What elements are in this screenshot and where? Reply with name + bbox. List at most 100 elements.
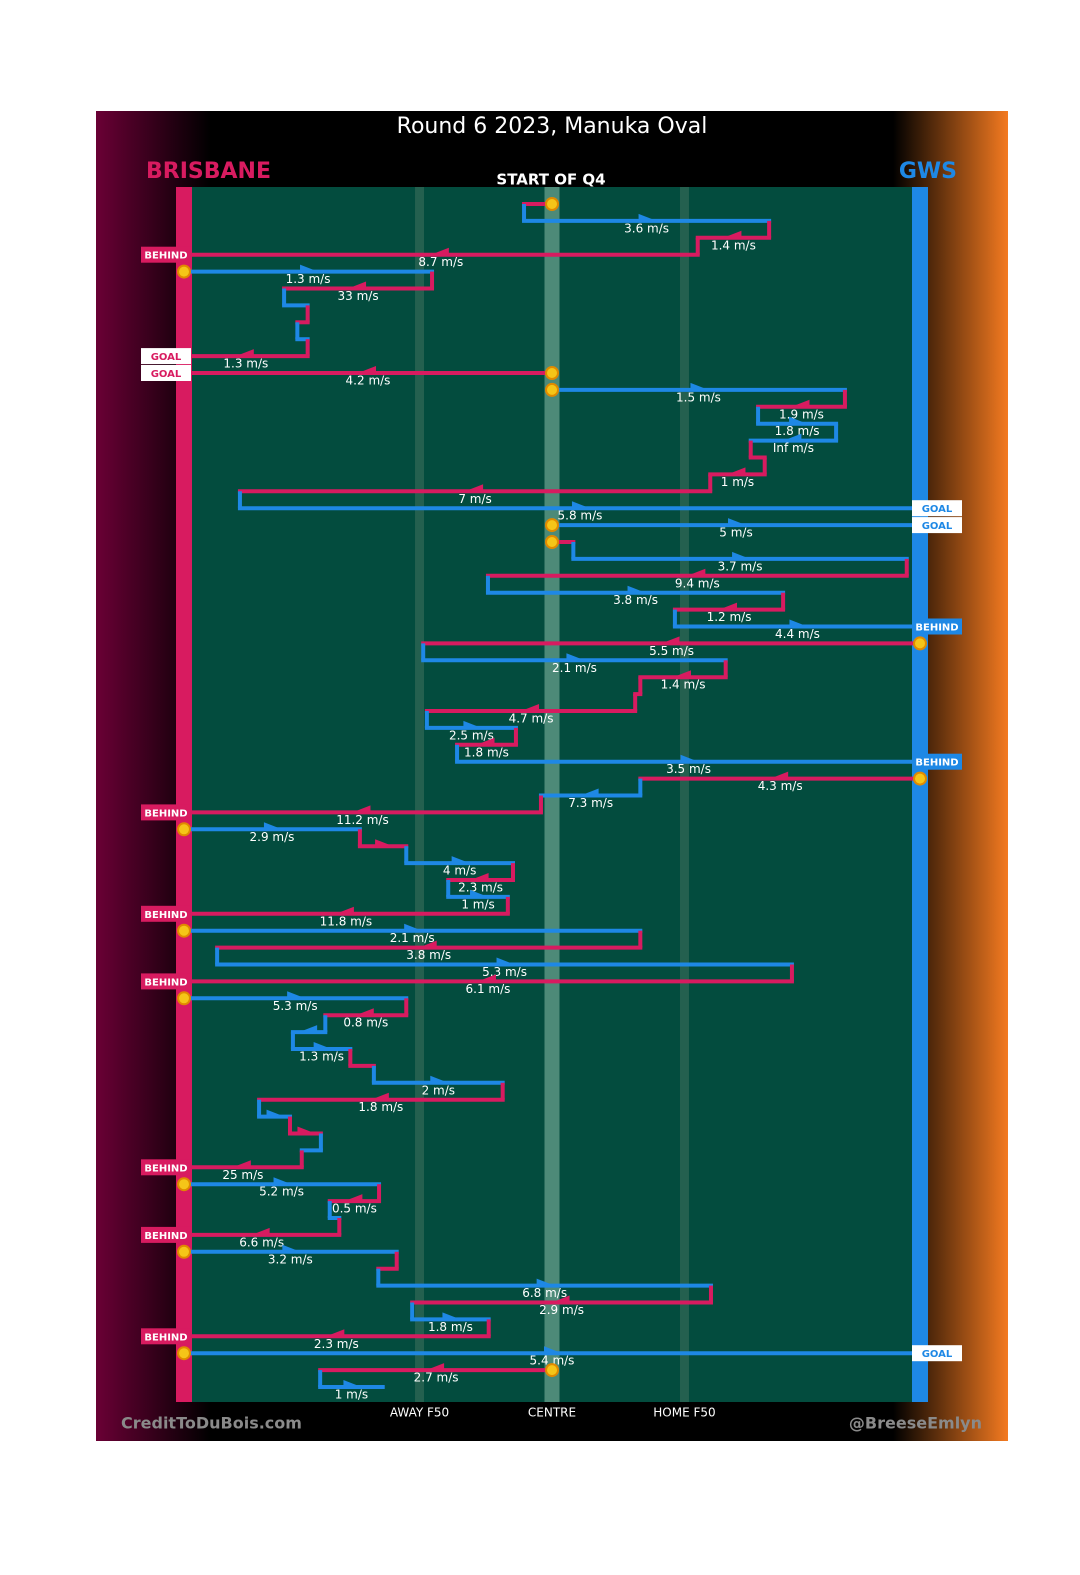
- outcome-box: [141, 1328, 191, 1345]
- outcome-label: GOAL: [922, 521, 953, 532]
- stoppage: [545, 535, 559, 549]
- speed-label: 1.8 m/s: [428, 1320, 473, 1334]
- speed-label: 5 m/s: [719, 526, 752, 540]
- outcome-label: BEHIND: [144, 977, 187, 988]
- direction-arrow: [536, 1278, 555, 1287]
- speed-label: 3.8 m/s: [406, 948, 451, 962]
- direction-arrow: [442, 1312, 461, 1321]
- direction-arrow: [358, 366, 376, 374]
- outcome-label: BEHIND: [915, 623, 958, 634]
- speed-label: 2.9 m/s: [539, 1303, 584, 1317]
- chart-layer: AWAY F50 CENTRE HOME F50 3.6 m/s 1.4 m/s 8.7 …: [141, 187, 962, 1420]
- speed-label: 6.8 m/s: [522, 1286, 567, 1300]
- speed-label: 1 m/s: [461, 897, 494, 911]
- speed-label: 7.3 m/s: [568, 796, 613, 810]
- direction-arrow: [791, 399, 810, 408]
- stoppage: [177, 1244, 191, 1259]
- outcome-label: BEHIND: [144, 1332, 187, 1343]
- home-post: [176, 187, 192, 1402]
- speed-label: 4.7 m/s: [509, 712, 554, 726]
- stoppage: [913, 636, 927, 651]
- speed-label: 2.5 m/s: [449, 728, 494, 742]
- direction-arrow: [463, 720, 482, 729]
- direction-arrow: [282, 1244, 301, 1253]
- away-post: [912, 187, 928, 1402]
- speed-label: Inf m/s: [773, 441, 814, 455]
- speed-label: 5.8 m/s: [558, 509, 603, 523]
- speed-label: 3.7 m/s: [718, 559, 763, 573]
- outcome-box: [141, 348, 191, 365]
- direction-arrow: [404, 923, 423, 932]
- direction-arrow: [355, 1008, 374, 1017]
- speed-label: 5.5 m/s: [649, 644, 694, 658]
- speed-label: 2.1 m/s: [390, 931, 435, 945]
- field-line: [679, 187, 689, 1402]
- subtitle: START OF Q4: [496, 171, 605, 189]
- speed-label: 5.3 m/s: [273, 999, 318, 1013]
- direction-arrow: [789, 619, 808, 628]
- direction-arrow: [690, 382, 709, 391]
- direction-arrow: [544, 1346, 562, 1355]
- speed-label: 2.9 m/s: [250, 830, 295, 844]
- direction-arrow: [352, 805, 371, 814]
- speed-label: 1.3 m/s: [223, 357, 268, 371]
- direction-arrow: [418, 940, 437, 949]
- stoppage: [177, 923, 191, 938]
- direction-arrow: [235, 349, 254, 358]
- speed-label: 6.1 m/s: [466, 982, 511, 996]
- x-tick-label: HOME F50: [653, 1406, 715, 1420]
- outcome-label: GOAL: [922, 504, 953, 515]
- outcome-label: BEHIND: [144, 1163, 187, 1174]
- outcome-box: [912, 753, 962, 770]
- direction-arrow: [551, 1295, 570, 1304]
- speed-label: 1 m/s: [335, 1388, 368, 1402]
- outcome-label: BEHIND: [144, 1231, 187, 1242]
- outcome-box: [141, 246, 191, 263]
- x-tick-label: CENTRE: [528, 1406, 576, 1420]
- stoppage: [545, 366, 559, 380]
- outcome-box: [912, 618, 962, 635]
- title: Round 6 2023, Manuka Oval: [397, 114, 708, 139]
- direction-arrow: [370, 1092, 389, 1101]
- speed-label: 3.5 m/s: [666, 762, 711, 776]
- speed-label: 4.2 m/s: [346, 374, 391, 388]
- stoppage: [545, 1363, 559, 1378]
- stoppage: [913, 771, 927, 786]
- direction-arrow: [732, 551, 751, 560]
- direction-arrow: [266, 1109, 285, 1118]
- speed-label: 1.4 m/s: [711, 238, 756, 252]
- speed-label: 7 m/s: [458, 492, 491, 506]
- direction-arrow: [580, 788, 599, 797]
- direction-arrow: [287, 991, 306, 1000]
- direction-arrow: [727, 467, 746, 476]
- direction-arrow: [566, 653, 585, 662]
- speed-label: 6.6 m/s: [239, 1235, 284, 1249]
- direction-arrow: [476, 737, 495, 746]
- direction-arrow: [375, 839, 394, 848]
- speed-label: 1.9 m/s: [779, 407, 824, 421]
- direction-arrow: [263, 822, 282, 831]
- direction-arrow: [521, 704, 540, 712]
- speed-label: 3.8 m/s: [613, 593, 658, 607]
- stoppage: [177, 1177, 191, 1192]
- speed-label: 1.8 m/s: [464, 745, 509, 759]
- direction-arrow: [297, 1126, 316, 1135]
- speed-label: 2.3 m/s: [458, 881, 503, 895]
- direction-arrow: [719, 602, 738, 611]
- outcome-box: [141, 905, 191, 922]
- direction-arrow: [470, 889, 489, 898]
- direction-arrow: [638, 213, 657, 222]
- direction-arrow: [496, 957, 515, 966]
- direction-arrow: [430, 1075, 449, 1084]
- direction-arrow: [299, 1025, 318, 1034]
- credit: CreditToDuBois.com: [121, 1414, 302, 1433]
- direction-arrow: [770, 771, 789, 780]
- speed-label: 33 m/s: [338, 289, 379, 303]
- direction-arrow: [470, 873, 489, 881]
- direction-arrow: [673, 670, 692, 679]
- speed-label: 25 m/s: [222, 1168, 263, 1182]
- direction-arrow: [680, 754, 699, 763]
- stoppage: [177, 264, 191, 279]
- stoppage: [177, 822, 191, 837]
- direction-arrow: [232, 1160, 251, 1169]
